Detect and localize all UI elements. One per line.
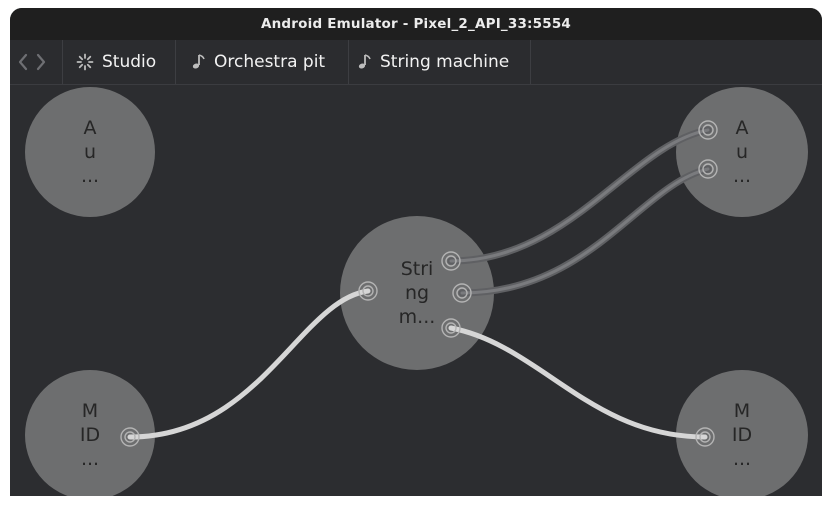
chevron-right-icon[interactable] — [34, 50, 48, 74]
breadcrumb-label: Studio — [102, 52, 157, 72]
port[interactable] — [441, 318, 461, 338]
chevron-left-icon[interactable] — [16, 50, 30, 74]
node-label: M — [733, 400, 751, 422]
breadcrumb-label: String machine — [380, 52, 510, 72]
node-label: ID — [79, 424, 101, 446]
node-label: ID — [731, 424, 753, 446]
port-inner — [124, 431, 136, 443]
node-label: Stri — [400, 258, 434, 280]
cables-layer — [120, 120, 718, 447]
breadcrumb-divider — [175, 40, 176, 84]
breadcrumb-divider — [530, 40, 531, 84]
port-inner — [702, 124, 714, 136]
cable-midi-out[interactable] — [448, 325, 708, 440]
cable-audio-1[interactable] — [447, 126, 712, 265]
cable-audio-2-highlight — [460, 167, 710, 295]
port-inner — [456, 287, 468, 299]
title-bar[interactable]: Android Emulator - Pixel_2_API_33:5554 — [10, 8, 822, 40]
breadcrumb-studio[interactable]: Studio — [76, 40, 156, 84]
port[interactable] — [120, 427, 140, 447]
port[interactable] — [698, 120, 718, 140]
node-label: u — [735, 141, 749, 163]
port[interactable] — [452, 283, 472, 303]
breadcrumb-divider — [348, 40, 349, 84]
spinner-icon — [76, 53, 94, 71]
music-note-icon — [188, 53, 206, 71]
history-nav — [16, 50, 48, 74]
node-label: ... — [80, 448, 100, 470]
node-label: A — [83, 117, 97, 139]
window-title: Android Emulator - Pixel_2_API_33:5554 — [260, 16, 572, 32]
node-label: u — [83, 141, 97, 163]
port[interactable] — [441, 251, 461, 271]
port[interactable] — [695, 427, 715, 447]
breadcrumb-toolbar: Studio Orchestra pit Strin — [10, 40, 822, 85]
node-midi-out[interactable]: M ID ... — [676, 370, 808, 496]
node-label: A — [735, 117, 749, 139]
port[interactable] — [358, 281, 378, 301]
port-inner — [699, 431, 711, 443]
port-inner — [445, 322, 457, 334]
port-inner — [362, 285, 374, 297]
port[interactable] — [698, 159, 718, 179]
node-label: ng — [404, 282, 430, 304]
node-audio-in[interactable]: A u ... — [25, 87, 155, 217]
node-label: ... — [732, 165, 752, 187]
breadcrumb-orchestra-pit[interactable]: Orchestra pit — [188, 40, 325, 84]
node-label: ... — [732, 448, 752, 470]
node-label: m... — [398, 306, 436, 328]
node-audio-out[interactable]: A u ... — [676, 87, 808, 217]
port-inner — [702, 163, 714, 175]
music-note-icon — [354, 53, 372, 71]
node-label: M — [81, 400, 99, 422]
breadcrumb-label: Orchestra pit — [214, 52, 326, 72]
breadcrumb-string-machine[interactable]: String machine — [354, 40, 509, 84]
emulator-window: Android Emulator - Pixel_2_API_33:5554 — [10, 8, 822, 496]
port-inner — [445, 255, 457, 267]
cable-audio-1-highlight — [449, 128, 710, 263]
node-midi-in[interactable]: M ID ... — [25, 370, 155, 496]
node-label: ... — [80, 165, 100, 187]
cable-midi-in[interactable] — [127, 288, 371, 440]
patch-canvas[interactable]: A u ... A u ... Stri ng m... M ID ... M … — [10, 85, 822, 496]
